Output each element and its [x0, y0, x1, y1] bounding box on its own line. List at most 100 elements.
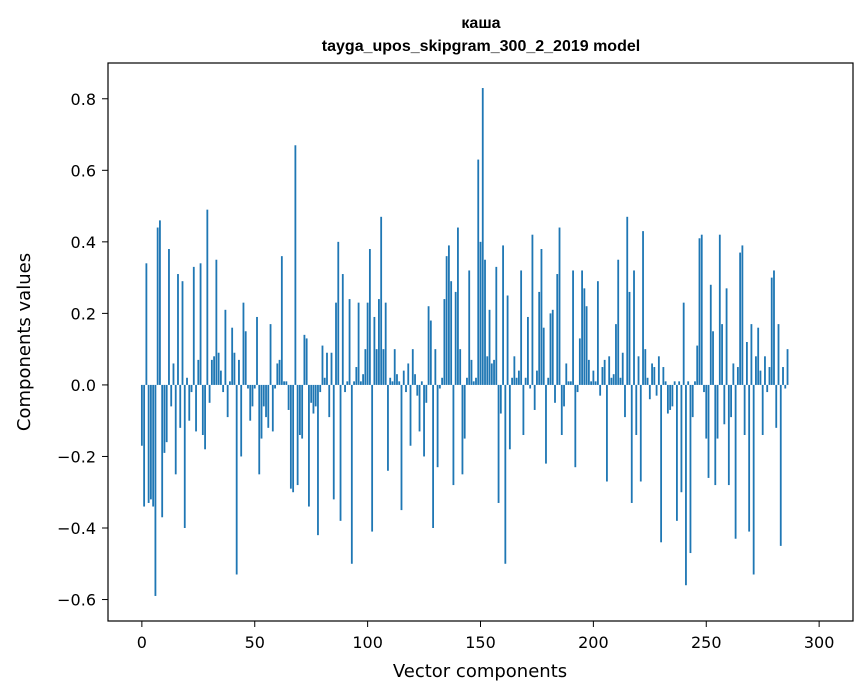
y-tick-label: 0.6 — [71, 161, 96, 180]
bar — [515, 377, 518, 385]
y-tick-label: −0.2 — [57, 447, 96, 466]
bar — [265, 384, 267, 418]
y-axis-ticks: −0.6 −0.4 −0.2 0.0 0.2 0.4 0.6 0.8 — [57, 90, 108, 610]
bar — [197, 359, 200, 385]
bar — [459, 349, 462, 385]
bar — [159, 220, 161, 385]
bar — [217, 352, 220, 385]
bar — [147, 384, 150, 503]
bar — [262, 384, 265, 407]
bar — [154, 384, 157, 596]
bar — [542, 327, 545, 385]
x-tick-label: 150 — [465, 633, 496, 652]
bar — [434, 349, 437, 385]
bar — [269, 324, 272, 385]
bar — [414, 374, 416, 385]
bar — [700, 234, 703, 385]
bar — [233, 352, 236, 385]
bar — [621, 352, 624, 385]
bar — [359, 381, 362, 385]
bar — [447, 245, 450, 385]
bar — [350, 384, 353, 564]
bar — [183, 384, 186, 528]
bar — [736, 367, 739, 385]
bar — [240, 384, 243, 457]
bar — [691, 384, 694, 418]
y-tick-label: −0.4 — [57, 519, 96, 538]
bar — [244, 331, 247, 385]
bar — [490, 363, 493, 385]
bar — [587, 359, 590, 385]
bar — [438, 384, 441, 389]
x-tick-label: 200 — [578, 633, 609, 652]
bar — [527, 316, 529, 385]
bar — [195, 384, 197, 432]
bar — [346, 381, 349, 385]
bar — [224, 309, 227, 385]
bar — [371, 384, 374, 532]
bar — [511, 377, 514, 385]
bar — [457, 227, 459, 385]
bar — [341, 274, 344, 385]
bar — [585, 306, 588, 385]
bar — [427, 306, 430, 385]
bar — [280, 256, 283, 385]
bar — [384, 302, 387, 385]
bar — [779, 384, 782, 546]
bar — [317, 384, 319, 536]
bar — [556, 274, 559, 385]
bar — [235, 384, 238, 575]
bar — [642, 231, 644, 385]
bar — [387, 384, 389, 471]
bar — [165, 384, 168, 443]
bar — [441, 377, 444, 385]
bar — [192, 266, 195, 385]
bar — [705, 384, 708, 439]
bar — [418, 384, 421, 432]
bar — [481, 88, 484, 385]
bar — [741, 245, 744, 385]
bar — [773, 270, 775, 385]
bar — [628, 291, 631, 385]
bar — [242, 302, 245, 385]
bar — [353, 381, 355, 385]
bar — [484, 259, 486, 385]
chart-subtitle: tayga_upos_skipgram_300_2_2019 model — [322, 38, 640, 55]
bar — [380, 216, 383, 385]
bar — [400, 384, 403, 511]
bar — [757, 327, 760, 385]
bar — [199, 263, 202, 385]
bar — [770, 277, 773, 385]
bar — [662, 367, 665, 385]
bar — [344, 384, 346, 393]
bar — [560, 384, 563, 435]
bar — [517, 370, 520, 385]
bar — [364, 349, 367, 385]
bar — [639, 384, 642, 482]
bar — [696, 345, 699, 385]
bar — [278, 359, 281, 385]
bar — [285, 381, 288, 385]
y-tick-label: 0.8 — [71, 90, 96, 109]
bar — [531, 234, 534, 385]
bar — [296, 384, 299, 486]
bar — [676, 384, 678, 521]
bar — [513, 356, 516, 385]
bar — [567, 381, 570, 385]
bar — [574, 384, 577, 468]
bar — [657, 356, 660, 385]
bar — [177, 274, 179, 385]
bar — [219, 370, 222, 385]
bar — [712, 331, 714, 385]
bar — [420, 381, 423, 385]
bar — [335, 302, 337, 385]
bar — [745, 342, 748, 385]
bar — [777, 324, 780, 385]
bar — [215, 259, 218, 385]
bar — [362, 374, 365, 385]
bar — [172, 363, 175, 385]
bar — [179, 384, 182, 428]
bar — [782, 367, 784, 385]
bar — [201, 384, 204, 435]
bar — [323, 377, 326, 385]
